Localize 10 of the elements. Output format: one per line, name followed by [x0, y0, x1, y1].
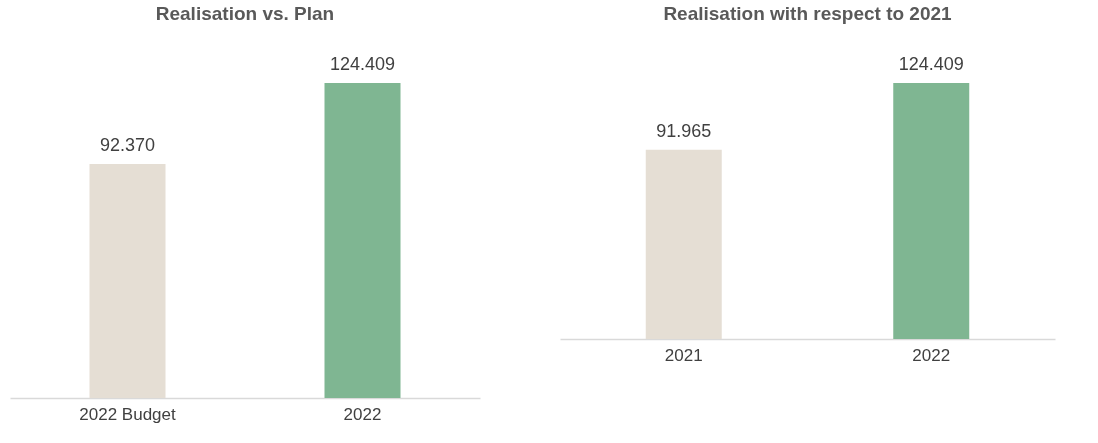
data-label: 91.965 — [656, 120, 712, 141]
chart-title: Realisation vs. Plan — [155, 3, 335, 24]
data-label: 92.370 — [99, 135, 156, 156]
x-tick-label: 2022 — [912, 345, 951, 365]
x-tick-label: 2022 — [343, 404, 382, 424]
chart-title: Realisation with respect to 2021 — [663, 3, 953, 24]
x-tick-label: 2021 — [664, 345, 703, 365]
data-label: 124.409 — [898, 54, 964, 74]
x-tick-label: 2022 Budget — [79, 404, 176, 424]
data-label: 124.409 — [329, 54, 396, 74]
